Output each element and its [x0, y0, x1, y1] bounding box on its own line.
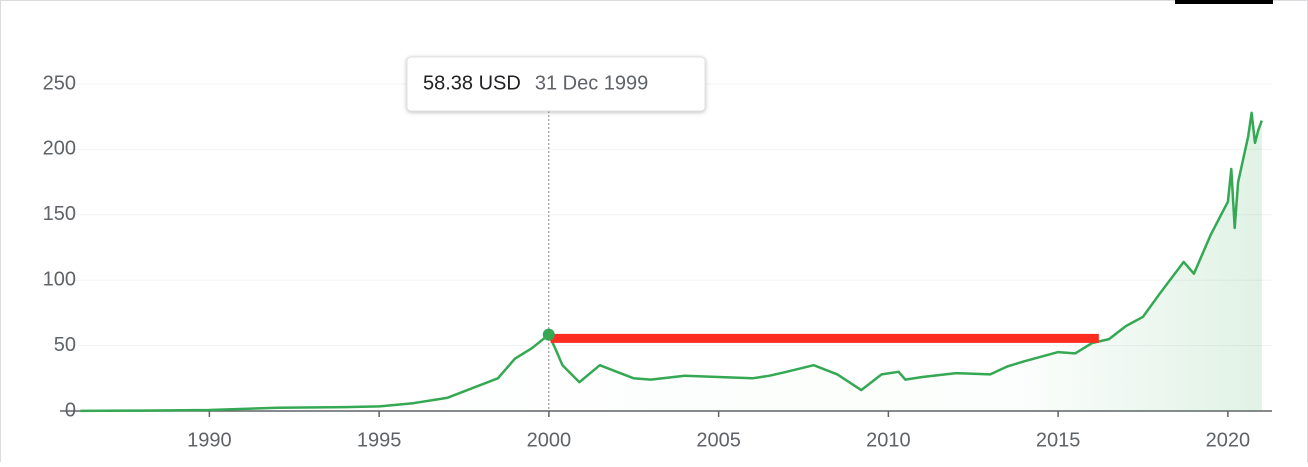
x-tick-label: 1990 — [187, 429, 232, 451]
y-tick-label: 250 — [43, 72, 76, 94]
tab-indicator — [1175, 0, 1273, 4]
y-tick-label: 100 — [43, 268, 76, 290]
y-tick-label: 150 — [43, 203, 76, 225]
y-tick-label: 50 — [54, 334, 76, 356]
x-tick-label: 2015 — [1036, 429, 1081, 451]
x-tick-label: 2005 — [696, 429, 741, 451]
tooltip-point — [542, 328, 555, 341]
x-tick-label: 2020 — [1206, 429, 1251, 451]
price-line — [80, 111, 1263, 413]
tooltip-box — [406, 56, 706, 112]
x-tick-label: 2010 — [866, 429, 911, 451]
x-tick-label: 1995 — [357, 429, 402, 451]
x-tick-label: 2000 — [527, 429, 572, 451]
y-tick-label: 200 — [43, 138, 76, 160]
plot: 0501001502002501990199520002005201020152… — [43, 56, 1272, 451]
tooltip-value: 58.38 USD — [423, 72, 521, 94]
area — [80, 112, 1262, 412]
tooltip-date: 31 Dec 1999 — [535, 72, 648, 94]
